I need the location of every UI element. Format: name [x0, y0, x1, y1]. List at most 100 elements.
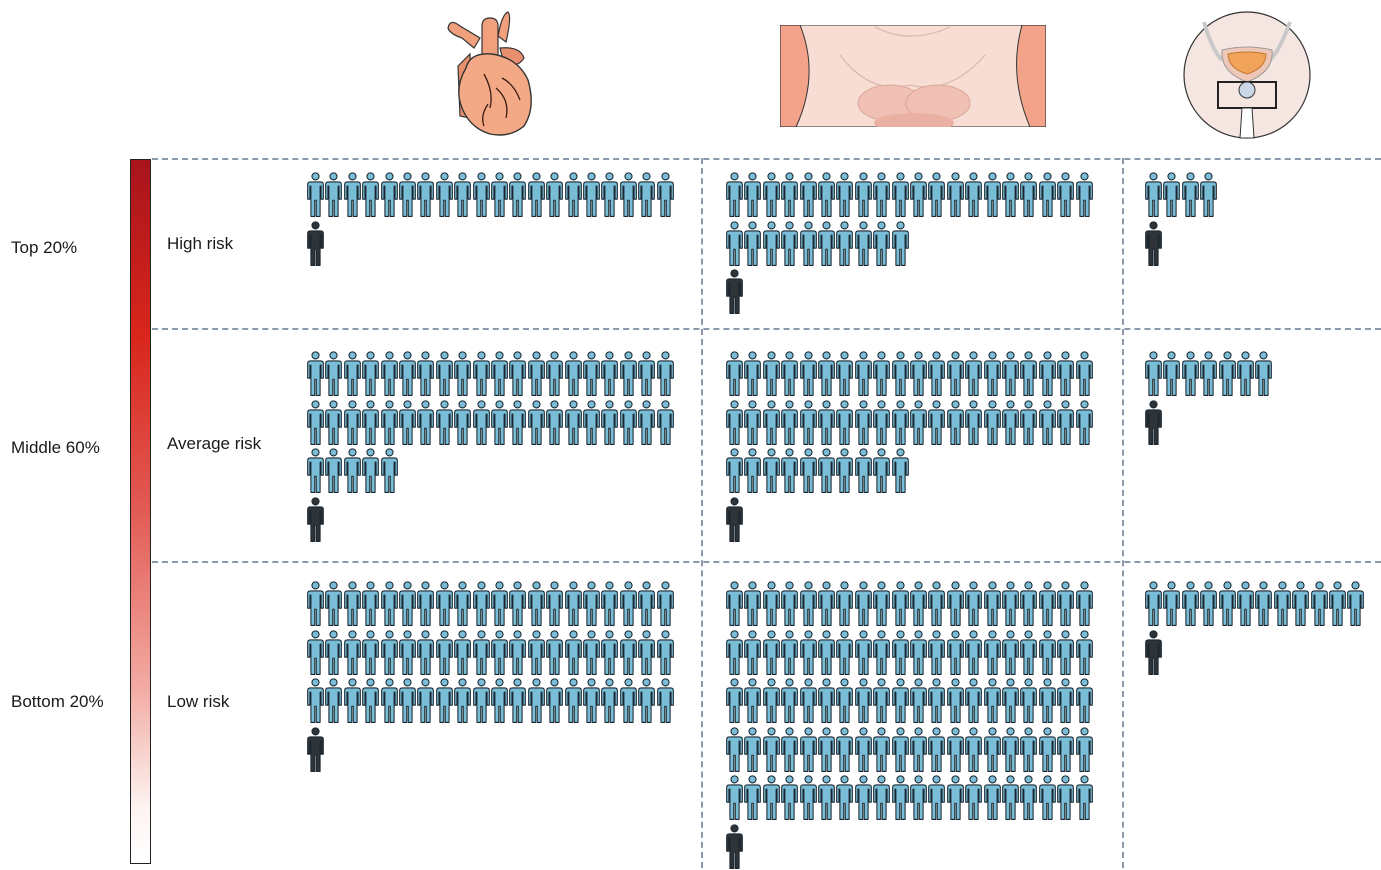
person-figure-unaffected — [873, 581, 891, 626]
person-figure-unaffected — [1057, 172, 1075, 217]
person-figure-unaffected — [656, 351, 674, 396]
person-figure-unaffected — [435, 581, 453, 626]
person-figure-unaffected — [509, 351, 527, 396]
person-figure-unaffected — [362, 351, 380, 396]
person-figure-unaffected — [1163, 351, 1181, 396]
person-figure-unaffected — [726, 172, 743, 217]
person-figure-unaffected — [781, 678, 799, 723]
person-figure-unaffected — [781, 448, 799, 493]
person-figure-unaffected — [1075, 726, 1093, 772]
person-figure-unaffected — [527, 399, 545, 445]
person-figure-unaffected — [818, 448, 835, 493]
person-figure-unaffected — [656, 172, 674, 217]
person-figure-unaffected — [1255, 351, 1273, 396]
person-figure-unaffected — [343, 351, 361, 396]
person-figure-unaffected — [726, 399, 743, 445]
person-figure-unaffected — [1020, 726, 1038, 772]
person-figure-unaffected — [454, 581, 472, 626]
person-figure-unaffected — [472, 172, 490, 217]
person-figure-unaffected — [1020, 678, 1038, 723]
person-figure-unaffected — [491, 351, 508, 396]
person-figure-unaffected — [491, 581, 508, 626]
person-figure-unaffected — [910, 629, 927, 675]
person-figure-unaffected — [472, 581, 490, 626]
person-figure-unaffected — [1002, 581, 1019, 626]
person-figure-unaffected — [380, 629, 398, 675]
person-figure-unaffected — [1020, 399, 1038, 445]
person-figure-unaffected — [836, 581, 854, 626]
person-figure-unaffected — [928, 399, 946, 445]
person-figure-unaffected — [656, 399, 674, 445]
person-figure-unaffected — [965, 775, 983, 820]
person-figure-unaffected — [527, 351, 545, 396]
person-figure-unaffected — [854, 220, 872, 266]
grid-column-divider-2 — [1122, 158, 1124, 868]
person-figure-unaffected — [983, 678, 1001, 723]
percentile-label-middle: Middle 60% — [11, 438, 100, 457]
risk-label-average: Average risk — [167, 434, 262, 453]
person-figure-unaffected — [417, 399, 435, 445]
person-figure-unaffected — [836, 448, 854, 493]
person-figure-unaffected — [983, 351, 1001, 396]
person-figure-unaffected — [799, 726, 817, 772]
person-figure-unaffected — [1292, 581, 1310, 626]
person-figure-unaffected — [818, 775, 835, 820]
person-figure-unaffected — [1181, 351, 1199, 396]
person-figure-unaffected — [818, 399, 835, 445]
person-figure-unaffected — [965, 629, 983, 675]
person-figure-unaffected — [454, 629, 472, 675]
person-figure-unaffected — [1038, 399, 1056, 445]
person-figure-unaffected — [836, 726, 854, 772]
person-figure-unaffected — [380, 172, 398, 217]
person-figure-unaffected — [1163, 172, 1181, 217]
person-figure-unaffected — [910, 678, 927, 723]
person-figure-unaffected — [362, 581, 380, 626]
person-figure-unaffected — [380, 678, 398, 723]
person-figure-unaffected — [325, 399, 343, 445]
person-figure-unaffected — [1200, 581, 1218, 626]
person-figure-unaffected — [726, 220, 743, 266]
person-figure-unaffected — [583, 399, 600, 445]
person-figure-unaffected — [380, 448, 398, 493]
person-figure-unaffected — [891, 581, 909, 626]
person-figure-affected — [307, 726, 324, 772]
person-figure-unaffected — [1145, 351, 1162, 396]
person-figure-unaffected — [873, 775, 891, 820]
person-figure-unaffected — [1002, 172, 1019, 217]
person-figure-unaffected — [564, 629, 582, 675]
person-figure-unaffected — [799, 629, 817, 675]
person-figure-unaffected — [1020, 172, 1038, 217]
person-figure-unaffected — [1145, 172, 1162, 217]
person-figure-unaffected — [325, 448, 343, 493]
person-figure-unaffected — [965, 678, 983, 723]
person-figure-unaffected — [744, 726, 762, 772]
person-figure-affected — [1145, 220, 1162, 266]
person-figure-affected — [307, 496, 324, 542]
person-figure-unaffected — [762, 399, 780, 445]
person-figure-unaffected — [546, 351, 564, 396]
person-figure-unaffected — [325, 172, 343, 217]
person-figure-unaffected — [965, 351, 983, 396]
person-figure-unaffected — [854, 581, 872, 626]
person-figure-unaffected — [726, 726, 743, 772]
person-figure-unaffected — [762, 629, 780, 675]
person-figure-unaffected — [1002, 351, 1019, 396]
person-figure-unaffected — [781, 351, 799, 396]
person-figure-unaffected — [1002, 399, 1019, 445]
person-figure-unaffected — [435, 678, 453, 723]
person-figure-unaffected — [417, 172, 435, 217]
person-figure-unaffected — [509, 678, 527, 723]
person-figure-unaffected — [546, 629, 564, 675]
person-figure-unaffected — [417, 581, 435, 626]
person-figure-unaffected — [910, 581, 927, 626]
person-figure-unaffected — [726, 351, 743, 396]
person-figure-unaffected — [399, 351, 416, 396]
person-figure-unaffected — [781, 726, 799, 772]
person-figure-unaffected — [491, 172, 508, 217]
person-figure-unaffected — [454, 399, 472, 445]
person-figure-unaffected — [472, 678, 490, 723]
person-figure-unaffected — [983, 172, 1001, 217]
person-figure-unaffected — [910, 351, 927, 396]
person-figure-unaffected — [854, 351, 872, 396]
person-figure-unaffected — [509, 581, 527, 626]
